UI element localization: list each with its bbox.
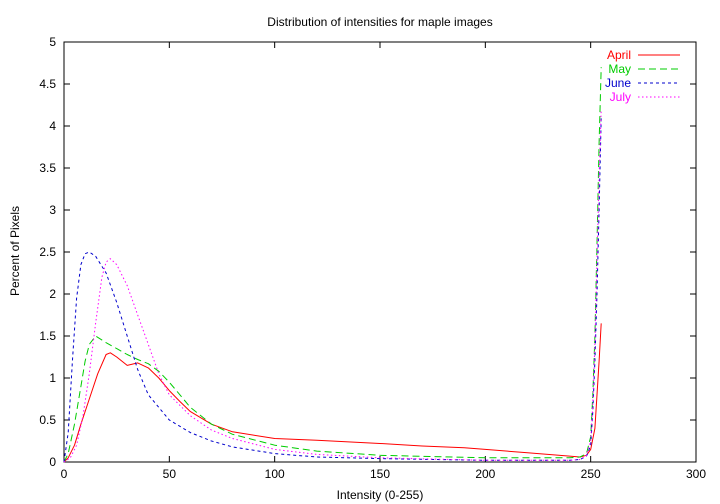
series-line-june	[63, 117, 602, 463]
y-tick-label: 1	[49, 371, 56, 385]
x-tick-label: 100	[265, 467, 285, 481]
legend-label-july: July	[610, 90, 631, 104]
axis-ticks: 0 50 100 150 200 250 300 0 0.5 1 1.5 2 2.5 3 3.5 4 4.5 5	[39, 35, 706, 481]
y-axis-label: Percent of Pixels	[8, 206, 22, 296]
plot-frame	[63, 41, 697, 463]
y-tick-label: 1.5	[39, 329, 56, 343]
y-tick-label: 3	[49, 203, 56, 217]
legend-label-may: May	[608, 62, 631, 76]
y-tick-label: 3.5	[39, 161, 56, 175]
x-axis-label: Intensity (0-255)	[337, 488, 424, 502]
series-line-april	[63, 323, 602, 463]
x-tick-label: 150	[370, 467, 390, 481]
chart-title: Distribution of intensities for maple im…	[267, 15, 492, 29]
y-tick-label: 0	[49, 455, 56, 469]
legend-label-april: April	[607, 48, 631, 62]
y-tick-label: 4.5	[39, 77, 56, 91]
x-tick-label: 0	[61, 467, 68, 481]
x-tick-label: 250	[581, 467, 601, 481]
y-tick-label: 4	[49, 119, 56, 133]
x-tick-label: 50	[163, 467, 177, 481]
y-tick-label: 2	[49, 287, 56, 301]
y-tick-label: 0.5	[39, 413, 56, 427]
x-tick-label: 200	[475, 467, 495, 481]
legend-label-june: June	[605, 76, 631, 90]
y-tick-label: 2.5	[39, 245, 56, 259]
x-tick-label: 300	[686, 467, 706, 481]
y-tick-label: 5	[49, 35, 56, 49]
series-group	[63, 67, 602, 463]
series-line-july	[63, 109, 602, 463]
series-line-may	[63, 67, 602, 463]
